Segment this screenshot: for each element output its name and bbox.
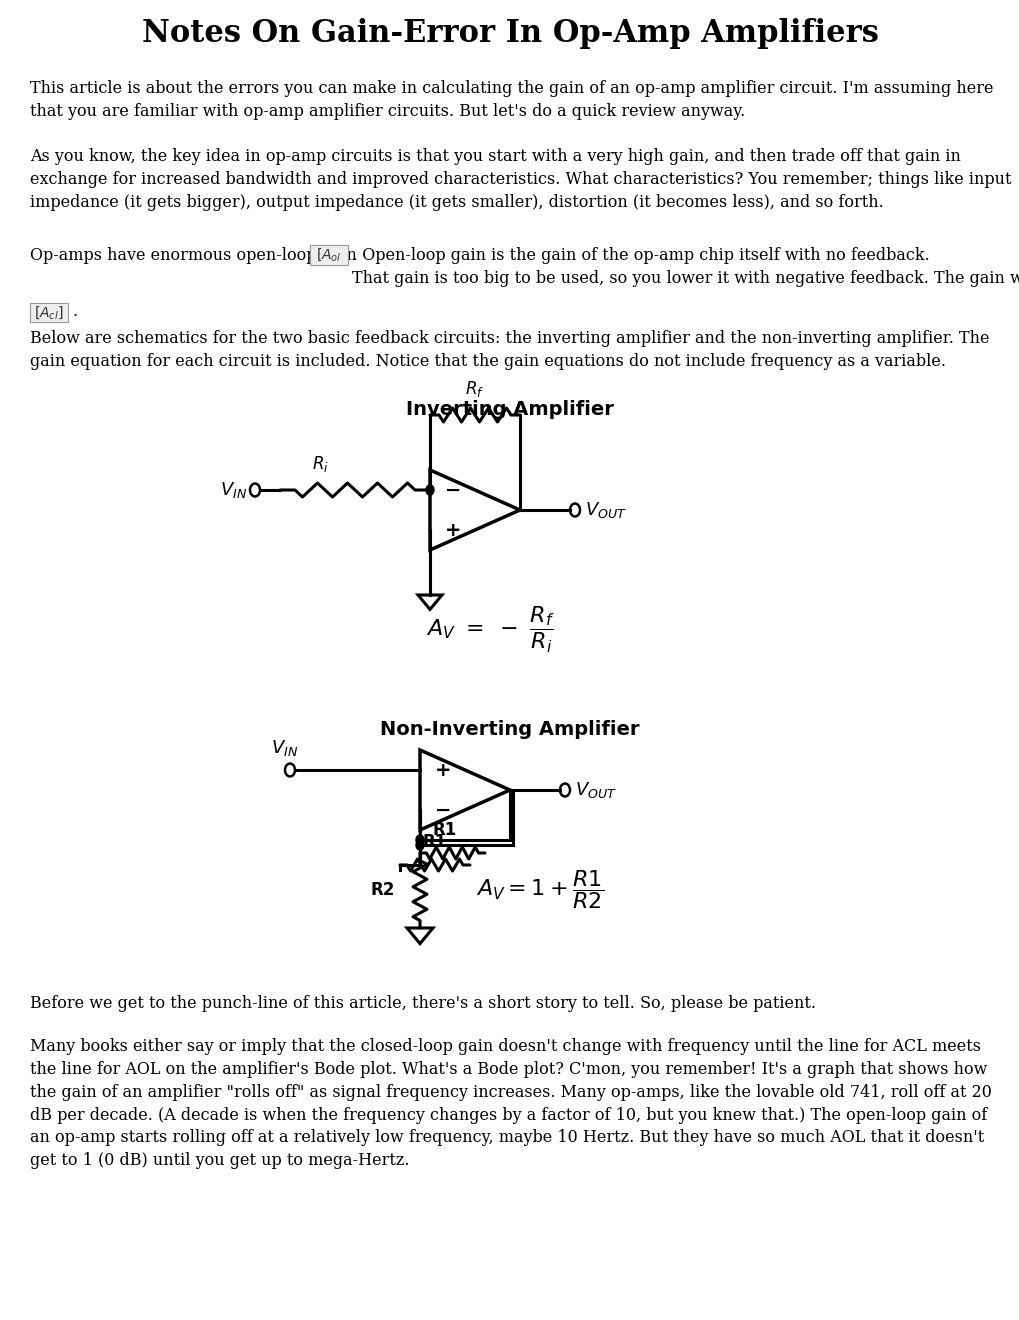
Text: .: .: [72, 304, 77, 319]
Text: R2: R2: [370, 880, 394, 899]
Circle shape: [416, 834, 424, 845]
Text: $R_i$: $R_i$: [312, 454, 328, 474]
Text: $[A_{ol}$: $[A_{ol}$: [316, 247, 341, 264]
Text: $[A_{cl}]$: $[A_{cl}]$: [35, 305, 64, 321]
Text: +: +: [434, 760, 451, 780]
Circle shape: [416, 840, 424, 850]
Text: +: +: [444, 520, 461, 540]
Text: Below are schematics for the two basic feedback circuits: the inverting amplifie: Below are schematics for the two basic f…: [30, 330, 988, 370]
Text: −: −: [434, 800, 451, 820]
Text: Op-amps have enormous open-loop gain: Op-amps have enormous open-loop gain: [30, 247, 362, 264]
Text: This article is about the errors you can make in calculating the gain of an op-a: This article is about the errors you can…: [30, 81, 993, 120]
Text: Before we get to the punch-line of this article, there's a short story to tell. : Before we get to the punch-line of this …: [30, 995, 815, 1012]
Text: $R_f$: $R_f$: [465, 379, 484, 399]
Text: R1: R1: [423, 833, 446, 851]
FancyBboxPatch shape: [310, 246, 347, 265]
FancyBboxPatch shape: [30, 304, 68, 322]
Text: $A_V = 1 + \dfrac{R1}{R2}$: $A_V = 1 + \dfrac{R1}{R2}$: [476, 869, 603, 911]
Text: $V_{IN}$: $V_{IN}$: [271, 738, 299, 758]
Circle shape: [426, 484, 433, 495]
Text: $V_{OUT}$: $V_{OUT}$: [585, 500, 627, 520]
Text: $A_V\ =\ -\ \dfrac{R_f}{R_i}$: $A_V\ =\ -\ \dfrac{R_f}{R_i}$: [425, 605, 554, 655]
Text: As you know, the key idea in op-amp circuits is that you start with a very high : As you know, the key idea in op-amp circ…: [30, 148, 1011, 211]
Text: −: −: [444, 480, 461, 499]
Text: Inverting Amplifier: Inverting Amplifier: [406, 400, 613, 418]
Text: $V_{OUT}$: $V_{OUT}$: [575, 780, 616, 800]
Text: . Open-loop gain is the gain of the op-amp chip itself with no feedback.
That ga: . Open-loop gain is the gain of the op-a…: [352, 247, 1019, 286]
Text: Non-Inverting Amplifier: Non-Inverting Amplifier: [380, 719, 639, 739]
Text: R1: R1: [432, 821, 457, 840]
Text: Notes On Gain-Error In Op-Amp Amplifiers: Notes On Gain-Error In Op-Amp Amplifiers: [142, 18, 877, 49]
Text: Many books either say or imply that the closed-loop gain doesn't change with fre: Many books either say or imply that the …: [30, 1038, 990, 1170]
Text: $V_{IN}$: $V_{IN}$: [220, 480, 247, 500]
